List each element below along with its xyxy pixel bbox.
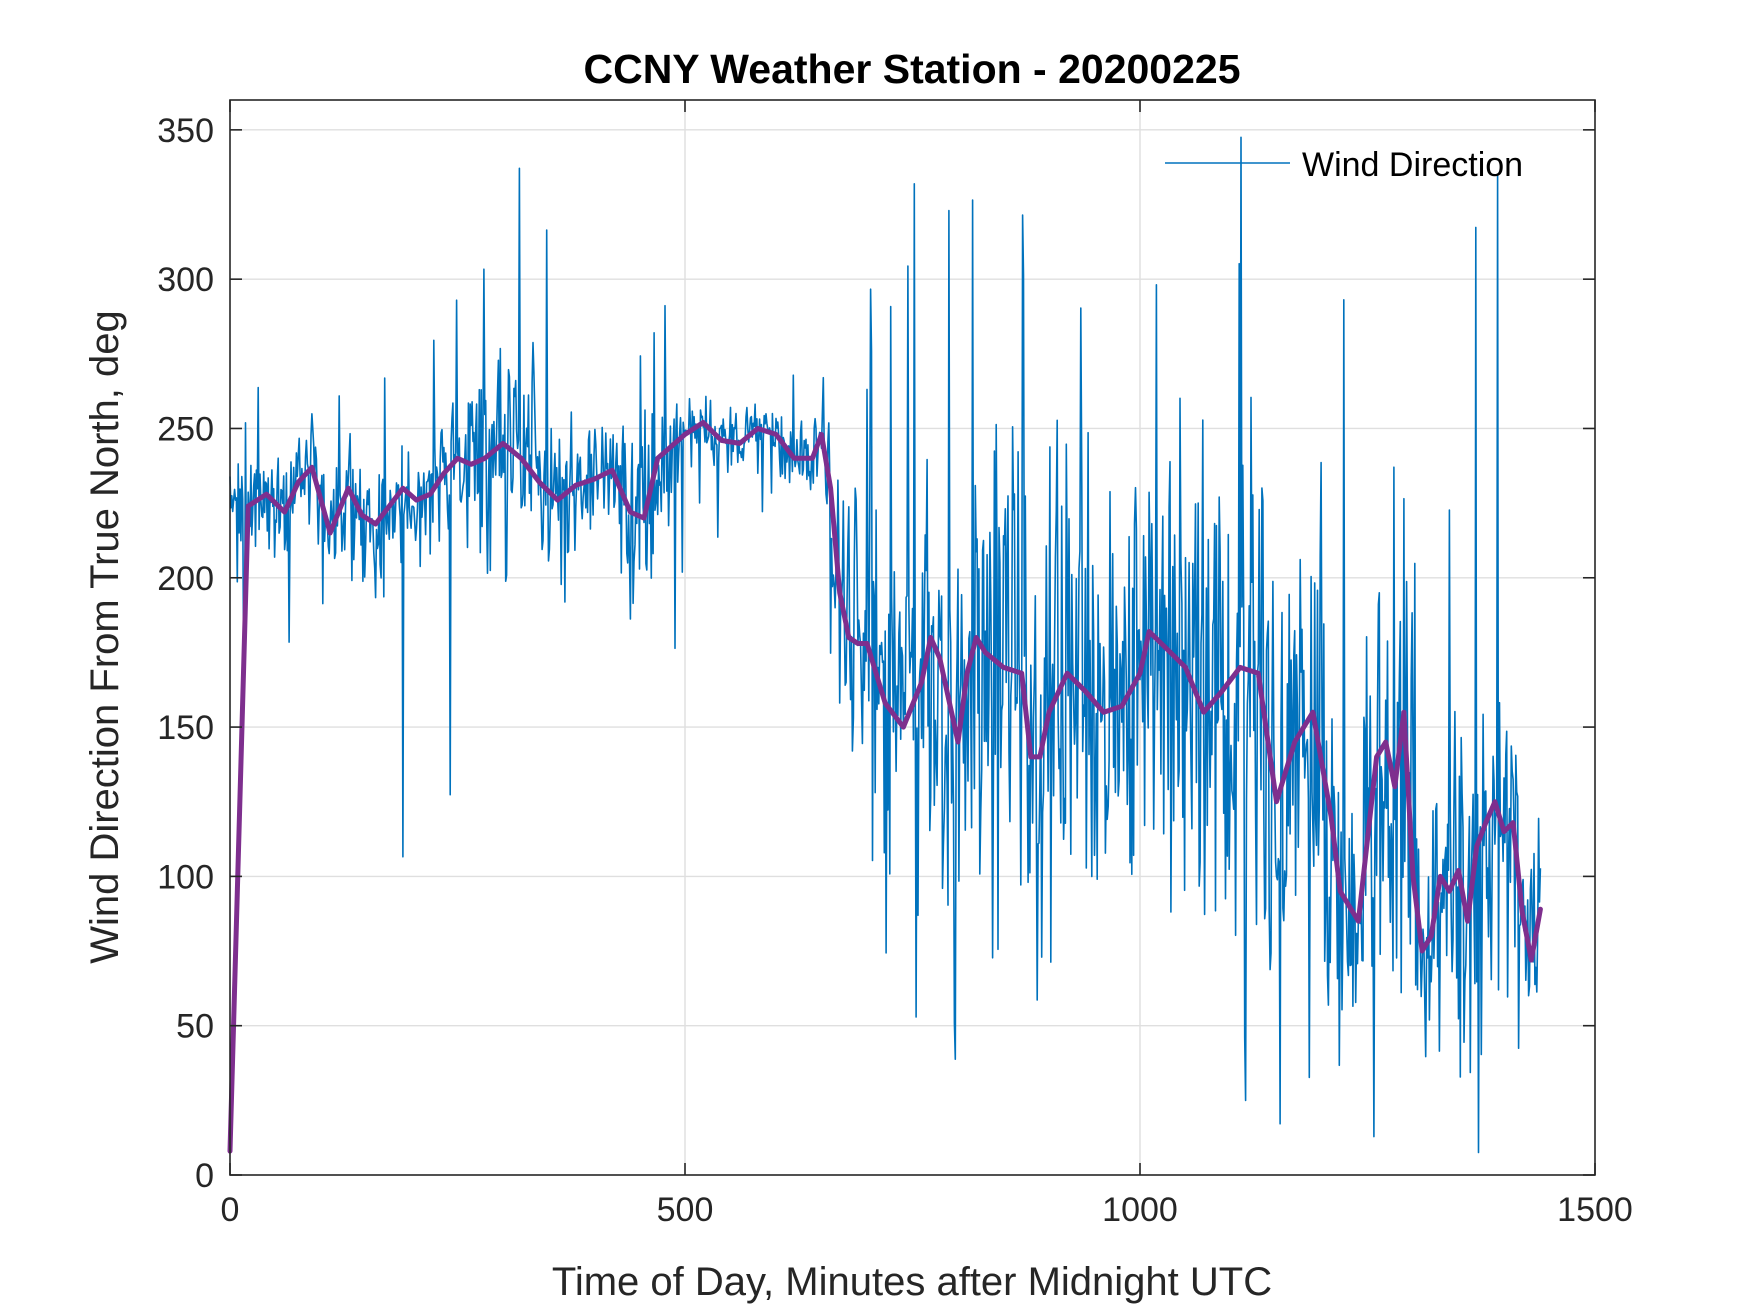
x-tick-label: 1000 bbox=[1102, 1191, 1178, 1229]
y-tick-label: 0 bbox=[195, 1157, 214, 1195]
x-axis-label: Time of Day, Minutes after Midnight UTC bbox=[552, 1260, 1272, 1304]
x-tick-label: 500 bbox=[657, 1191, 714, 1229]
series-line-smoothed bbox=[227, 420, 1543, 1154]
x-tick-label: 1500 bbox=[1557, 1191, 1633, 1229]
x-tick-labels: 0 500 1000 1500 bbox=[221, 1191, 1633, 1229]
y-tick-label: 50 bbox=[176, 1008, 214, 1046]
chart-title: CCNY Weather Station - 20200225 bbox=[583, 46, 1240, 92]
grid-lines bbox=[230, 100, 1595, 1175]
y-tick-label: 150 bbox=[157, 709, 214, 747]
y-axis-label: Wind Direction From True North, deg bbox=[83, 310, 127, 964]
legend: Wind Direction bbox=[1165, 146, 1523, 184]
y-tick-label: 200 bbox=[157, 560, 214, 598]
y-tick-labels: 0 50 100 150 200 250 300 350 bbox=[157, 112, 214, 1195]
tick-marks bbox=[229, 100, 1596, 1176]
y-tick-label: 350 bbox=[157, 112, 214, 150]
y-tick-label: 300 bbox=[157, 261, 214, 299]
series-layer bbox=[227, 136, 1543, 1154]
axes-box bbox=[229, 99, 1596, 1176]
y-tick-label: 100 bbox=[157, 858, 214, 896]
x-tick-label: 0 bbox=[221, 1191, 240, 1229]
y-tick-label: 250 bbox=[157, 410, 214, 448]
series-line-wind-direction bbox=[229, 136, 1542, 1154]
legend-label-wind-direction: Wind Direction bbox=[1302, 146, 1523, 184]
